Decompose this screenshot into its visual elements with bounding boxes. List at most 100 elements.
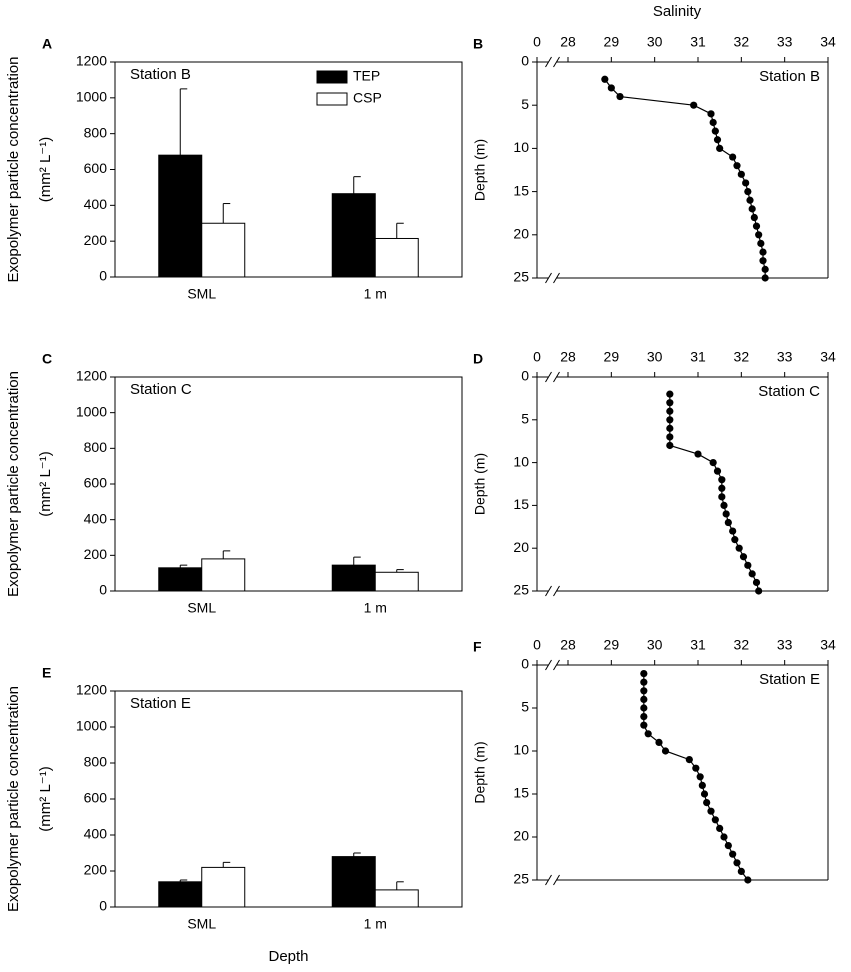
profile-point — [716, 144, 724, 152]
profile-line — [643, 673, 749, 881]
x-tick-label: 1 m — [364, 916, 387, 932]
y-tick-label: 600 — [84, 790, 108, 806]
axis-break-gap — [548, 276, 557, 280]
y-tick-label: 0 — [99, 898, 107, 914]
x-tick-label: 32 — [734, 349, 750, 365]
profile-point — [713, 136, 722, 144]
y-tick-label: 25 — [513, 871, 529, 887]
profile-point — [744, 561, 752, 569]
y-tick-label: 5 — [521, 699, 529, 715]
panel-letter: E — [42, 665, 51, 681]
profile-point — [713, 467, 722, 475]
profile-point — [716, 824, 724, 833]
profile-point — [640, 704, 648, 712]
bar — [201, 866, 246, 908]
profile-point — [731, 536, 739, 544]
bar — [374, 889, 419, 908]
profile-point — [700, 790, 709, 798]
profile-point — [655, 738, 663, 747]
profile-point — [724, 842, 732, 850]
profile-point — [707, 807, 715, 815]
profile-point — [703, 799, 711, 807]
bar — [331, 564, 376, 592]
y-tick-label: 600 — [84, 475, 108, 491]
plot-frame — [114, 376, 463, 592]
profile-point — [666, 407, 674, 415]
profile-point — [737, 170, 745, 178]
axis-break-gap — [548, 663, 557, 667]
y-tick-label: 400 — [84, 510, 108, 526]
axis-break-gap — [548, 878, 557, 882]
profile-point — [707, 110, 715, 118]
axis-break-gap — [548, 60, 557, 64]
panel-letter: F — [473, 639, 482, 655]
y-axis-label: Depth (m) — [472, 139, 488, 201]
legend-label: TEP — [353, 68, 380, 84]
profile-point — [640, 678, 648, 686]
axis-break — [545, 272, 552, 284]
y-tick-label: 1000 — [76, 403, 107, 419]
profile-point — [644, 730, 652, 738]
profile-point — [607, 84, 615, 92]
x-tick-label: 28 — [560, 349, 576, 365]
y-tick-label: 800 — [84, 439, 108, 455]
profile-point — [666, 416, 674, 424]
profile-point — [759, 257, 767, 265]
annotation: Station E — [130, 695, 191, 712]
y-tick-label: 400 — [84, 826, 108, 842]
profile-point — [735, 544, 743, 552]
x-tick-label: 28 — [560, 637, 576, 653]
profile-point — [733, 162, 741, 170]
profile-point — [722, 510, 730, 518]
legend-swatch — [316, 92, 348, 106]
profile-point — [666, 399, 674, 407]
axis-break — [545, 659, 552, 671]
y-tick-label: 1200 — [76, 53, 107, 69]
bar — [201, 558, 246, 592]
profile-point — [601, 75, 609, 83]
x-axis-label: Salinity — [653, 3, 702, 20]
y-tick-label: 5 — [521, 411, 529, 427]
bar — [331, 856, 376, 908]
axis-break — [545, 56, 552, 68]
x-tick-label: 30 — [647, 349, 663, 365]
axis-break-gap — [548, 589, 557, 593]
y-tick-label: 20 — [513, 539, 529, 555]
axis-break — [545, 371, 552, 383]
profile-point — [666, 433, 674, 441]
axis-break-gap — [548, 375, 557, 379]
y-tick-label: 1000 — [76, 89, 107, 105]
bar — [374, 237, 419, 278]
x-tick-label: 29 — [604, 349, 620, 365]
y-tick-label: 10 — [513, 742, 529, 758]
profile-point — [640, 695, 648, 704]
x-tick-label: 34 — [820, 34, 836, 50]
y-tick-label: 20 — [513, 226, 529, 242]
y-tick-label: 0 — [99, 582, 107, 598]
x-tick-label: 34 — [820, 349, 836, 365]
profile-point — [761, 274, 769, 282]
y-tick-label: 25 — [513, 269, 529, 285]
profile-point — [744, 876, 752, 884]
y-tick-label: 200 — [84, 862, 108, 878]
profile-point — [752, 222, 761, 230]
profile-point — [759, 248, 767, 256]
profile-point — [698, 781, 706, 790]
y-tick-label: 400 — [84, 196, 108, 212]
y-tick-label: 15 — [513, 785, 529, 801]
profile-line — [604, 78, 766, 278]
axis-break — [553, 659, 560, 671]
x-tick-label: 0 — [533, 34, 541, 50]
profile-point — [746, 196, 754, 204]
profile-point — [692, 764, 700, 772]
x-tick-label: 30 — [647, 34, 663, 50]
y-tick-label: 0 — [521, 368, 529, 384]
y-tick-label: 0 — [521, 656, 529, 672]
x-tick-label: 31 — [690, 349, 706, 365]
bar — [158, 154, 203, 278]
y-tick-label: 10 — [513, 139, 529, 155]
x-tick-label: 30 — [647, 637, 663, 653]
x-axis-label: Depth — [268, 948, 308, 965]
profile-point — [694, 450, 702, 458]
